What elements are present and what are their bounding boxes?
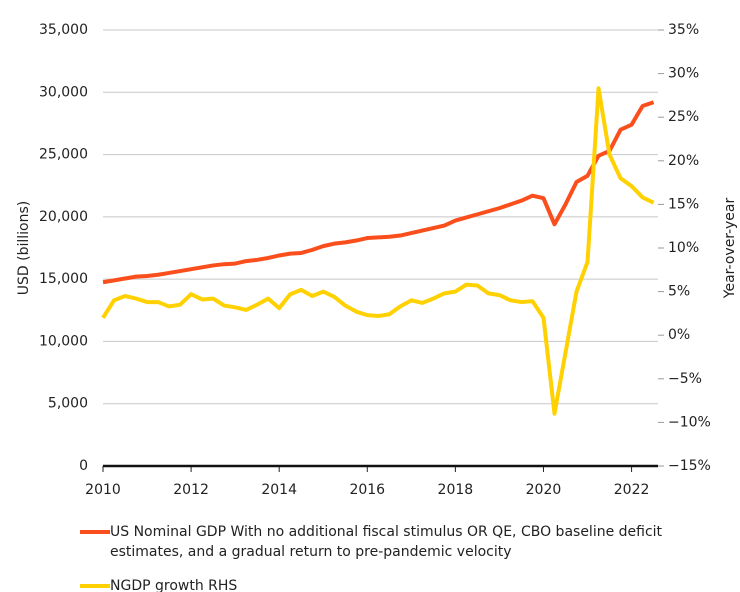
y2-tick-label: 30%: [668, 66, 699, 82]
y2-tick-label: −5%: [668, 371, 702, 387]
y2-axis-label: Year-over-year: [722, 198, 738, 300]
chart: USD (billions) Year-over-year 0 5,000 10,0…: [16, 22, 738, 498]
y2-tick-label: 25%: [668, 109, 699, 125]
legend-swatch: [80, 584, 110, 588]
x-tick-label: 2016: [349, 482, 385, 498]
y-tick-label: 0: [79, 458, 88, 474]
y-axis-label: USD (billions): [16, 201, 32, 295]
y2-tick-label: 15%: [668, 196, 699, 212]
series-line: [102, 100, 655, 285]
legend: US Nominal GDP With no additional fiscal…: [80, 522, 700, 592]
legend-label: NGDP growth RHS: [110, 578, 238, 592]
x-tick-label: 2012: [173, 482, 209, 498]
series-line: [101, 86, 655, 416]
x-tick-label: 2020: [526, 482, 562, 498]
y-tick-label: 10,000: [39, 333, 88, 349]
y2-tick-label: 5%: [668, 284, 690, 300]
y-tick-label: 25,000: [39, 147, 88, 163]
legend-label: US Nominal GDP With no additional fiscal…: [110, 524, 663, 560]
x-tick-label: 2010: [85, 482, 121, 498]
y-tick-label: 5,000: [48, 396, 88, 412]
y2-tick-label: 10%: [668, 240, 699, 256]
y2-tick-label: −10%: [668, 414, 711, 430]
y-tick-label: 30,000: [39, 84, 88, 100]
x-tick-label: 2018: [438, 482, 474, 498]
y-tick-label: 20,000: [39, 209, 88, 225]
y-tick-label: 35,000: [39, 22, 88, 38]
y-tick-label: 15,000: [39, 271, 88, 287]
y2-tick-label: 35%: [668, 22, 699, 38]
y2-tick-label: −15%: [668, 458, 711, 474]
y2-tick-label: 0%: [668, 327, 690, 343]
legend-swatch: [80, 530, 110, 534]
x-tick-label: 2022: [614, 482, 650, 498]
legend-entry: NGDP growth RHS: [80, 576, 700, 592]
legend-entry: US Nominal GDP With no additional fiscal…: [80, 522, 700, 562]
y2-tick-label: 20%: [668, 153, 699, 169]
x-tick-label: 2014: [261, 482, 297, 498]
